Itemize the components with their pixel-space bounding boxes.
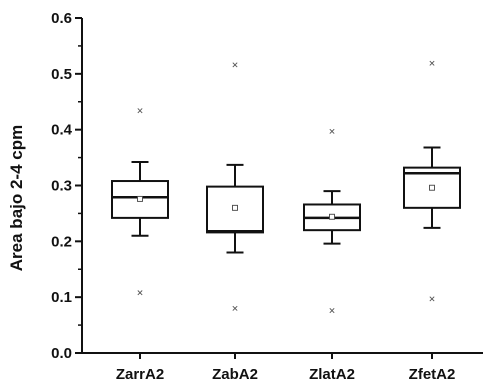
box-zfeta2: ZfetA2 (403, 60, 461, 383)
min-marker (329, 308, 335, 314)
min-marker (429, 296, 435, 302)
max-marker (137, 108, 143, 114)
max-marker (329, 128, 335, 134)
mean-marker (232, 204, 238, 211)
x-tick-label: ZfetA2 (409, 366, 456, 383)
iqr-box (206, 185, 264, 234)
y-tick-label: 0.6 (51, 10, 72, 27)
y-tick-label: 0.5 (51, 66, 72, 83)
y-tick-label: 0.0 (51, 345, 72, 362)
mean-marker (429, 184, 435, 191)
y-tick-label: 0.1 (51, 289, 72, 306)
y-tick-label: 0.2 (51, 233, 72, 250)
box-zarra2: ZarrA2 (111, 108, 169, 383)
x-tick-label: ZabA2 (212, 366, 258, 383)
y-tick-label: 0.4 (51, 122, 73, 139)
x-tick-label: ZarrA2 (116, 366, 164, 383)
mean-marker (137, 195, 143, 202)
max-marker (429, 60, 435, 66)
plot-area: 0.0 0.1 0.2 0.3 0.4 0.5 0.6 ZarrA2 ZabA2 ZlatA2 Zf… (51, 10, 483, 383)
min-marker (137, 290, 143, 296)
x-tick-label: ZlatA2 (309, 366, 355, 383)
box-zlata2: ZlatA2 (303, 128, 361, 383)
max-marker (232, 62, 238, 68)
box-zaba2: ZabA2 (206, 62, 264, 383)
y-tick-label: 0.3 (51, 178, 72, 195)
y-axis-title: Area bajo 2-4 cpm (7, 125, 26, 271)
min-marker (232, 305, 238, 311)
mean-marker (329, 213, 335, 220)
